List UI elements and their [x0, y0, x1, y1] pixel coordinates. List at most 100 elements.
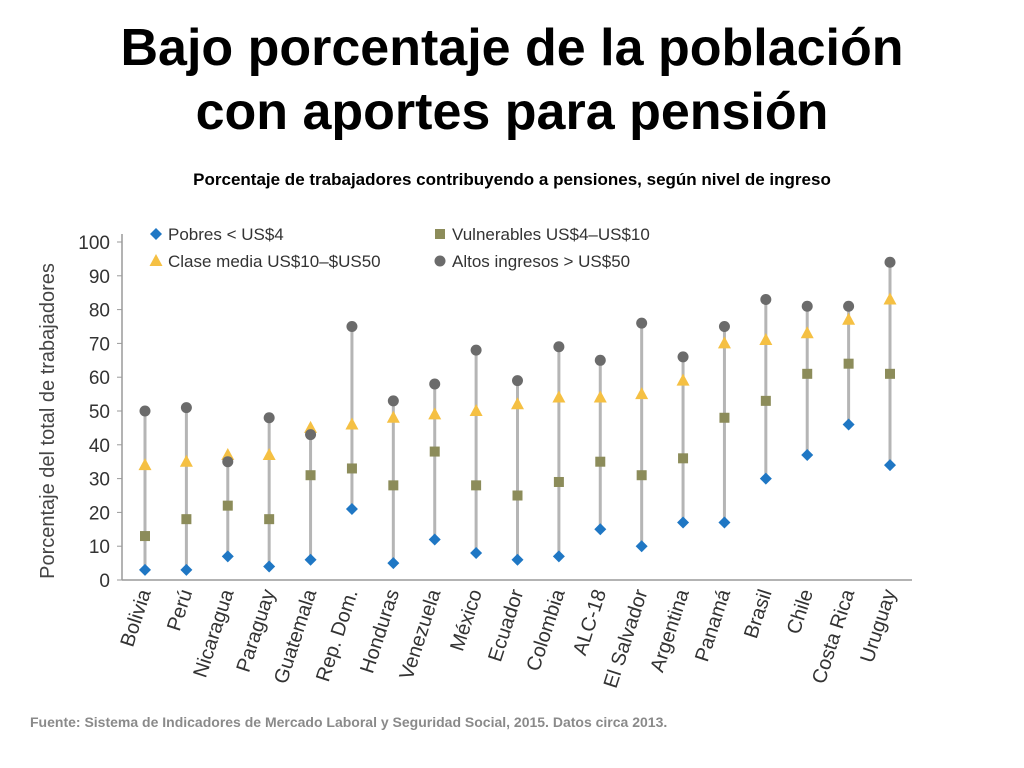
data-point-circle	[801, 300, 813, 312]
slide-title-line-1: Bajo porcentaje de la población	[120, 19, 904, 77]
data-point-triangle	[800, 326, 814, 339]
legend-marker-diamond	[150, 228, 162, 240]
legend-marker-circle	[434, 255, 446, 267]
data-point-circle	[594, 354, 606, 366]
data-point-triangle	[593, 390, 607, 403]
x-tick-label: Venezuela	[396, 586, 446, 682]
data-point-square	[553, 476, 564, 487]
data-point-circle	[553, 341, 565, 353]
x-tick-label: Ecuador	[484, 586, 528, 664]
data-point-circle	[512, 375, 523, 387]
data-point-square	[222, 500, 233, 511]
data-point-diamond	[180, 563, 193, 576]
data-point-square	[636, 470, 647, 481]
x-tick-label: Chile	[783, 587, 818, 637]
data-point-triangle	[552, 390, 566, 403]
data-point-circle	[884, 256, 896, 268]
data-point-circle	[222, 456, 234, 468]
data-point-triangle	[386, 410, 400, 423]
data-point-square	[181, 514, 192, 525]
y-tick-label: 70	[89, 334, 110, 355]
data-point-circle	[429, 378, 441, 390]
data-point-square	[760, 395, 771, 406]
chart-subtitle: Porcentaje de trabajadores contribuyendo…	[193, 170, 831, 189]
data-point-circle	[387, 395, 399, 407]
data-point-triangle	[345, 417, 359, 430]
x-tick-label: Paraguay	[233, 587, 280, 675]
x-tick-label: Costa Rica	[808, 586, 859, 687]
data-point-triangle	[138, 458, 152, 471]
data-point-diamond	[428, 533, 441, 546]
data-point-diamond	[470, 546, 483, 559]
y-tick-label: 40	[89, 436, 110, 457]
data-point-square	[388, 480, 399, 491]
x-tick-label: Perú	[163, 587, 197, 634]
y-tick-label: 0	[99, 571, 110, 592]
data-point-square	[512, 490, 523, 501]
data-point-circle	[180, 402, 192, 414]
legend-marker-triangle	[149, 254, 163, 266]
x-tick-label: ALC-18	[569, 587, 611, 658]
y-tick-label: 10	[89, 537, 110, 558]
data-point-circle	[263, 412, 275, 424]
data-point-triangle	[221, 447, 235, 460]
y-tick-label: 80	[89, 301, 110, 322]
x-tick-label: Bolivia	[117, 586, 156, 650]
y-tick-label: 60	[89, 368, 110, 389]
data-point-triangle	[428, 407, 442, 420]
data-point-diamond	[139, 563, 151, 576]
legend-marker-square	[435, 229, 445, 239]
data-point-diamond	[635, 540, 648, 553]
data-point-triangle	[883, 292, 897, 305]
y-tick-label: 20	[89, 503, 110, 524]
legend-label: Vulnerables US$4–US$10	[452, 225, 650, 244]
data-point-square	[802, 368, 813, 379]
x-tick-label: Colombia	[523, 586, 570, 674]
x-tick-label: Argentina	[646, 586, 694, 675]
data-point-triangle	[717, 336, 731, 349]
source-note: Fuente: Sistema de Indicadores de Mercad…	[30, 714, 668, 730]
data-point-square	[595, 456, 606, 467]
data-point-square	[140, 531, 150, 542]
legend-label: Clase media US$10–$US50	[168, 252, 381, 271]
slide-title-line-2: con aportes para pensión	[195, 83, 829, 141]
x-tick-label: México	[446, 587, 487, 654]
data-point-diamond	[304, 553, 317, 566]
data-point-square	[471, 480, 482, 491]
data-point-diamond	[221, 550, 234, 563]
data-point-triangle	[842, 312, 856, 325]
y-axis-title: Porcentaje del total de trabajadores	[37, 263, 59, 579]
data-point-square	[264, 514, 275, 525]
data-point-circle	[346, 321, 358, 332]
data-point-triangle	[511, 397, 524, 410]
x-tick-label: Uruguay	[856, 587, 900, 666]
data-point-square	[843, 358, 854, 369]
data-point-square	[429, 446, 440, 457]
y-tick-label: 90	[89, 267, 110, 288]
y-tick-label: 100	[78, 233, 110, 254]
data-point-square	[678, 453, 689, 464]
data-point-diamond	[552, 550, 565, 563]
data-point-square	[346, 463, 357, 474]
data-point-diamond	[884, 459, 896, 472]
data-point-diamond	[842, 418, 855, 431]
data-point-square	[885, 368, 895, 379]
data-point-circle	[760, 293, 772, 305]
data-point-circle	[470, 344, 482, 356]
data-point-diamond	[677, 516, 690, 529]
data-point-diamond	[387, 557, 400, 570]
data-point-triangle	[759, 333, 773, 346]
data-point-diamond	[801, 448, 814, 461]
data-point-triangle	[179, 454, 193, 467]
y-tick-label: 50	[89, 402, 110, 423]
data-point-square	[305, 470, 316, 481]
data-point-triangle	[262, 447, 276, 460]
x-tick-label: Brasil	[740, 587, 776, 641]
slide-title: Bajo porcentaje de la población con apor…	[0, 16, 1024, 144]
x-tick-label: Honduras	[356, 587, 404, 676]
data-point-diamond	[511, 553, 524, 566]
data-point-diamond	[718, 516, 731, 529]
data-point-diamond	[759, 472, 772, 485]
y-tick-label: 30	[89, 470, 110, 491]
